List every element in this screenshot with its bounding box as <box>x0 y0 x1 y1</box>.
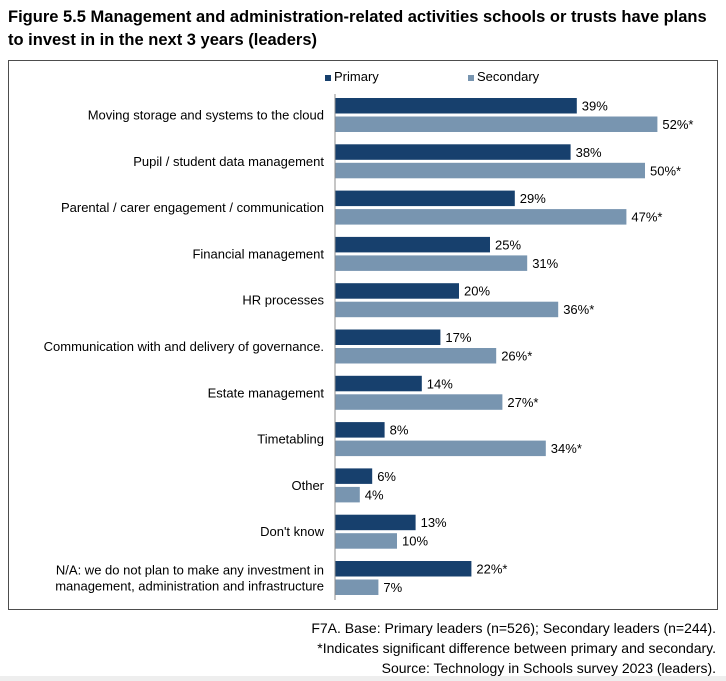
bar-primary <box>335 561 472 577</box>
category-label: Timetabling <box>257 432 324 447</box>
bar-secondary <box>335 394 503 410</box>
data-label-secondary: 7% <box>383 580 402 595</box>
data-label-primary: 17% <box>445 330 471 345</box>
data-label-secondary: 52%* <box>662 117 693 132</box>
data-label-primary: 6% <box>377 469 396 484</box>
data-label-secondary: 10% <box>402 534 428 549</box>
bar-primary <box>335 283 459 299</box>
bar-primary <box>335 190 515 207</box>
source-note: Source: Technology in Schools survey 202… <box>381 660 716 676</box>
legend-swatch-primary <box>325 75 331 81</box>
data-label-secondary: 50%* <box>650 163 681 178</box>
figure-title: Figure 5.5 Management and administration… <box>8 8 707 49</box>
bar-primary <box>335 144 571 160</box>
category-label: Communication with and delivery of gover… <box>44 339 324 354</box>
category-label: N/A: we do not plan to make any investme… <box>56 563 324 578</box>
bar-primary <box>335 422 385 438</box>
category-label: Financial management <box>192 246 324 261</box>
bar-chart: Primary Secondary Moving storage and syste… <box>44 69 693 600</box>
data-label-secondary: 34%* <box>551 441 582 456</box>
bar-secondary <box>335 579 379 595</box>
data-label-primary: 39% <box>582 99 608 114</box>
bar-primary <box>335 514 416 531</box>
data-label-secondary: 31% <box>532 256 558 271</box>
data-label-secondary: 47%* <box>631 210 662 225</box>
legend-label-secondary: Secondary <box>477 69 540 84</box>
bar-secondary <box>335 533 397 549</box>
data-label-secondary: 4% <box>365 487 384 502</box>
bar-secondary <box>335 486 360 503</box>
bottom-rule <box>0 676 726 681</box>
chart-notes: F7A. Base: Primary leaders (n=526); Seco… <box>311 618 716 678</box>
category-label: Parental / carer engagement / communicat… <box>61 200 324 215</box>
data-label-primary: 25% <box>495 237 521 252</box>
data-label-primary: 8% <box>390 423 409 438</box>
data-label-secondary: 36%* <box>563 302 594 317</box>
data-label-secondary: 26%* <box>501 349 532 364</box>
category-label: Other <box>291 478 324 493</box>
category-label: Estate management <box>208 385 325 400</box>
legend-swatch-secondary <box>468 75 474 81</box>
significance-note: *Indicates significant difference betwee… <box>317 640 716 656</box>
data-label-primary: 14% <box>427 376 453 391</box>
bar-secondary <box>335 301 559 318</box>
bar-secondary <box>335 255 528 271</box>
bar-secondary <box>335 440 546 457</box>
bar-secondary <box>335 348 497 364</box>
bar-secondary <box>335 116 658 132</box>
data-label-primary: 13% <box>421 515 447 530</box>
category-label: Pupil / student data management <box>133 154 324 169</box>
data-label-primary: 22%* <box>476 562 507 577</box>
data-label-primary: 29% <box>520 191 546 206</box>
bar-primary <box>335 375 422 392</box>
data-label-secondary: 27%* <box>507 395 538 410</box>
bar-primary <box>335 468 373 484</box>
legend-label-primary: Primary <box>334 69 379 84</box>
category-label: management, administration and infrastru… <box>55 579 324 594</box>
data-label-primary: 38% <box>576 145 602 160</box>
data-label-primary: 20% <box>464 284 490 299</box>
category-label: Don't know <box>260 524 325 539</box>
chart-frame <box>8 60 718 610</box>
base-note: F7A. Base: Primary leaders (n=526); Seco… <box>311 620 716 636</box>
bar-primary <box>335 98 577 114</box>
bar-secondary <box>335 209 627 225</box>
bar-primary <box>335 329 441 345</box>
category-label: Moving storage and systems to the cloud <box>88 108 324 123</box>
category-label: HR processes <box>242 293 324 308</box>
bar-primary <box>335 236 490 253</box>
bar-secondary <box>335 162 645 179</box>
